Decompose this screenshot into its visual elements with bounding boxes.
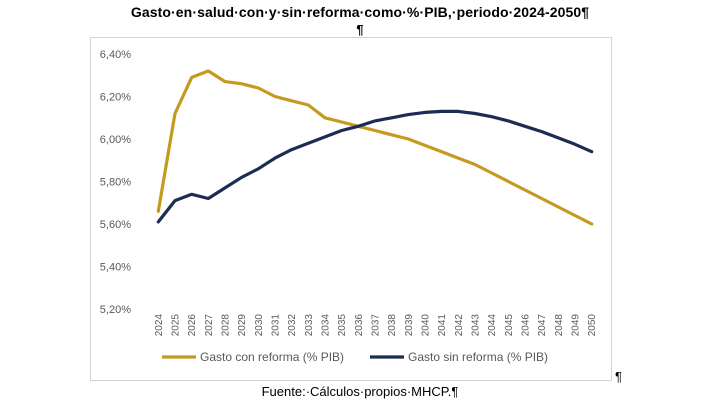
y-tick-label: 5,60% [100,219,131,231]
series-line-con-reforma [156,69,594,226]
x-tick-label: 2044 [487,314,498,337]
x-tick-label: 2028 [221,314,232,337]
y-tick-label: 5,40% [100,262,131,274]
x-tick-label: 2031 [271,314,282,337]
x-tick-label: 2034 [321,314,332,337]
x-tick-label: 2035 [337,314,348,337]
x-tick-label: 2040 [421,314,432,337]
legend-label: Gasto con reforma (% PIB) [200,350,344,364]
x-tick-label: 2036 [354,314,365,337]
x-tick-label: 2045 [504,314,515,337]
x-tick-label: 2025 [171,314,182,337]
title-paragraph-mark: ¶ [356,22,364,37]
x-tick-label: 2029 [237,314,248,337]
x-tick-label: 2030 [254,314,265,337]
x-tick-label: 2047 [537,314,548,337]
y-tick-label: 6,00% [100,134,131,146]
document-title: Gasto·en·salud·con·y·sin·reforma·como·%·… [130,4,590,20]
y-tick-label: 5,20% [100,304,131,316]
x-tick-label: 2027 [204,314,215,337]
x-tick-label: 2041 [437,314,448,337]
x-tick-label: 2024 [154,314,165,337]
y-tick-label: 5,80% [100,177,131,189]
x-tick-label: 2039 [404,314,415,337]
chart-frame [90,37,612,381]
x-tick-label: 2038 [387,314,398,337]
x-tick-label: 2032 [287,314,298,337]
x-tick-label: 2048 [554,314,565,337]
chart: 5,20% 5,40% 5,60% 5,80% 6,00% 6,20% 6,40% 2024… [100,49,598,364]
x-tick-label: 2033 [304,314,315,337]
paragraph-mark: ¶ [615,369,622,384]
x-tick-label: 2037 [371,314,382,337]
x-tick-label: 2046 [521,314,532,337]
x-tick-label: 2049 [571,314,582,337]
source-note: Fuente:·Cálculos·propios·MHCP.¶ [261,384,459,399]
x-tick-label: 2050 [587,314,598,337]
series-line-sin-reforma [156,109,594,224]
x-tick-label: 2043 [471,314,482,337]
x-tick-label: 2042 [454,314,465,337]
y-tick-label: 6,20% [100,92,131,104]
y-tick-label: 6,40% [100,49,131,61]
legend-label: Gasto sin reforma (% PIB) [408,350,548,364]
x-tick-label: 2026 [187,314,198,337]
